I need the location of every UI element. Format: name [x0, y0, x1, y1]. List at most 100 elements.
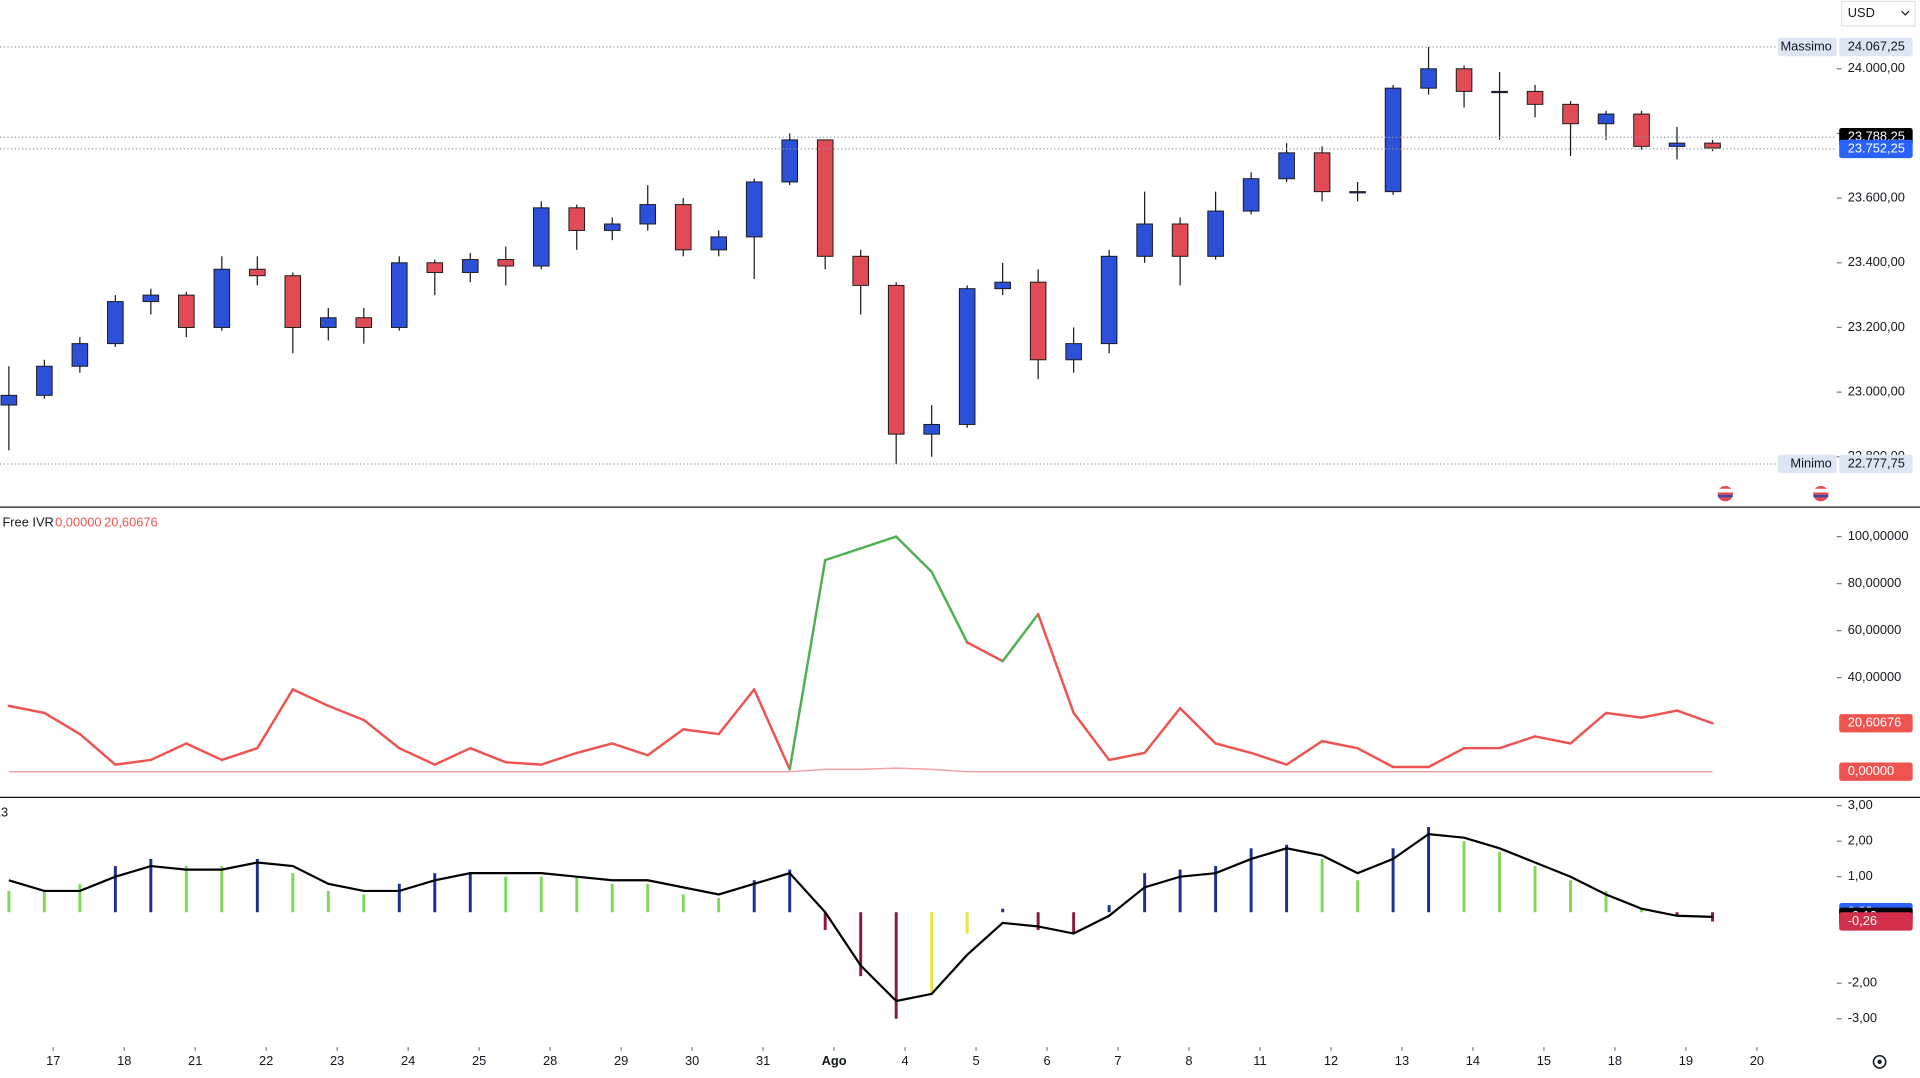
histogram-bar [1427, 827, 1431, 913]
y-tick-label: 80,00000 [1848, 575, 1902, 590]
candle-body [1597, 113, 1615, 125]
zero-line [8, 767, 1713, 773]
price-badge-label: 0,00000 [1848, 763, 1894, 778]
ivr-line-segment [78, 732, 117, 766]
ivr-line-segment [823, 547, 862, 562]
histogram-bar [7, 890, 11, 913]
currency-button[interactable] [1841, 0, 1916, 27]
ivr-line-segment [1427, 746, 1466, 769]
ivr-line-segment [788, 558, 827, 771]
flag-icon[interactable] [1811, 484, 1831, 504]
histogram-bar [184, 866, 188, 913]
x-tick-label: 12 [1324, 1053, 1338, 1068]
legend-value: 0,00000 [55, 514, 101, 529]
currency: USD [1848, 5, 1875, 20]
candle-body [1704, 142, 1721, 149]
x-tick-label: 5 [972, 1053, 979, 1068]
histogram-bar [646, 883, 650, 913]
y-tick-label: 23.600,00 [1848, 190, 1905, 205]
histogram-bar [78, 883, 82, 913]
ivr-line-segment [327, 704, 366, 722]
y-tick-label: 1,00 [1848, 868, 1873, 883]
ivr-line-segment [1072, 711, 1111, 762]
price-badge-label: 24.067,25 [1848, 38, 1905, 53]
x-tick-label: 13 [1395, 1053, 1409, 1068]
y-tick-label: 2,00 [1848, 833, 1873, 848]
badge-name: Massimo [1780, 38, 1831, 53]
histogram-bar [930, 912, 934, 994]
ivr-line-segment [1285, 739, 1324, 766]
badge-name-box [1777, 37, 1837, 57]
ivr-line-segment [1036, 612, 1075, 715]
signal-line [8, 832, 1713, 1003]
y-tick-label: -3,00 [1848, 1010, 1877, 1025]
candle-body [816, 139, 834, 257]
settings-icon[interactable] [1872, 1054, 1887, 1069]
candle-body [710, 236, 728, 251]
x-tick-label: 11 [1253, 1053, 1266, 1068]
x-tick-label: 18 [1608, 1053, 1622, 1068]
candle-body [1562, 103, 1579, 125]
chevron [1901, 10, 1910, 16]
ivr-line-segment [114, 758, 153, 766]
badge-name-box [1777, 454, 1837, 474]
candle-body [426, 262, 444, 273]
ivr-line-segment [646, 728, 685, 757]
histogram-bar [1214, 866, 1218, 913]
histogram-bar [1675, 912, 1679, 916]
histogram-bar [504, 876, 508, 913]
histogram-bar [1640, 908, 1643, 913]
candle-body [781, 139, 799, 183]
flag-icon[interactable] [1715, 484, 1735, 504]
price-badge [1839, 37, 1913, 57]
histogram-bar [1604, 890, 1608, 913]
histogram-bar [1498, 851, 1502, 913]
histogram-bar [1569, 880, 1573, 913]
x-tick-label: 22 [259, 1053, 273, 1068]
ivr-line-segment [1107, 751, 1146, 762]
candle-body [1100, 255, 1118, 345]
x-tick-label: 28 [543, 1053, 557, 1068]
candle-body [249, 268, 266, 277]
histogram-bar [149, 858, 153, 913]
candle-body [213, 268, 231, 328]
price-badge [1839, 714, 1913, 733]
x-tick-label: 20 [1750, 1053, 1764, 1068]
ivr-line-segment [682, 728, 720, 736]
candle-body [1420, 68, 1437, 89]
ivr-line-segment [965, 641, 1004, 663]
candle-body [958, 288, 976, 425]
indicator-title: 13 [0, 805, 8, 820]
ivr-line-segment [185, 742, 224, 762]
ivr-line-segment [433, 746, 472, 766]
candle-body [1136, 223, 1153, 257]
candle-body [71, 343, 89, 367]
price-badge [1839, 762, 1913, 781]
candle-body [1313, 152, 1331, 193]
price-badge-label: -0,26 [1848, 913, 1877, 928]
ivr-line-segment [256, 688, 295, 750]
y-tick-label: -2,00 [1848, 975, 1877, 990]
histogram-bar [965, 912, 969, 934]
x-tick-label: 7 [1114, 1053, 1121, 1068]
ivr-line-segment [1533, 735, 1572, 745]
histogram-bar [1462, 841, 1466, 913]
y-tick-label: 23.200,00 [1848, 319, 1905, 334]
histogram-bar [539, 876, 543, 913]
x-tick-label: 4 [901, 1053, 908, 1068]
candle-body [36, 365, 53, 396]
ivr-line-segment [1249, 751, 1288, 766]
histogram-bar [1107, 905, 1111, 913]
candle-body [497, 259, 515, 267]
histogram-bar [220, 866, 224, 913]
ivr-line-segment [362, 718, 401, 750]
ivr-line-segment [398, 746, 437, 766]
x-tick-label: 15 [1537, 1053, 1551, 1068]
y-tick-label: 23.000,00 [1848, 384, 1905, 399]
x-tick-label: 31 [756, 1053, 770, 1068]
ivr-line-segment [1143, 706, 1182, 755]
x-tick-label: 21 [188, 1053, 202, 1068]
histogram-bar [362, 894, 366, 913]
histogram-bar [113, 866, 117, 913]
